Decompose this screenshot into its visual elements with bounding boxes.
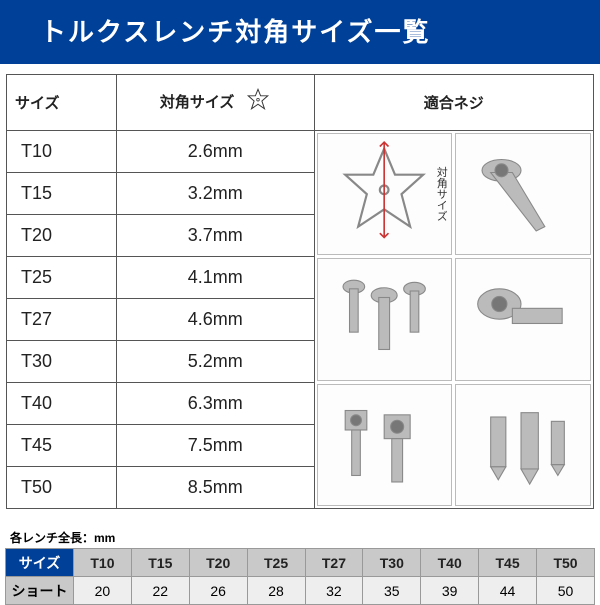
lt-short-val: 28 bbox=[247, 577, 305, 605]
lt-short-val: 26 bbox=[189, 577, 247, 605]
lt-short-header: ショート bbox=[6, 577, 74, 605]
main-row-diag: 6.3mm bbox=[116, 383, 314, 425]
main-row-size: T20 bbox=[7, 215, 117, 257]
lt-col-T30: T30 bbox=[363, 549, 421, 577]
fit-cell: 対角サイズ bbox=[314, 131, 593, 509]
lt-short-val: 32 bbox=[305, 577, 363, 605]
lt-short-val: 39 bbox=[421, 577, 479, 605]
main-th-diag: 対角サイズ bbox=[116, 75, 314, 131]
main-row-diag: 8.5mm bbox=[116, 467, 314, 509]
main-row-diag: 2.6mm bbox=[116, 131, 314, 173]
lt-short-val: 50 bbox=[537, 577, 595, 605]
main-row-size: T10 bbox=[7, 131, 117, 173]
main-row-diag: 3.2mm bbox=[116, 173, 314, 215]
main-row-size: T25 bbox=[7, 257, 117, 299]
main-row-size: T45 bbox=[7, 425, 117, 467]
main-row-diag: 4.1mm bbox=[116, 257, 314, 299]
length-table: サイズ T10T15T20T25T27T30T40T45T50 ショート 202… bbox=[5, 548, 595, 605]
main-row-diag: 3.7mm bbox=[116, 215, 314, 257]
lt-col-T50: T50 bbox=[537, 549, 595, 577]
fit-screw-6 bbox=[455, 384, 591, 506]
main-th-diag-text: 対角サイズ bbox=[160, 93, 235, 110]
lt-col-T27: T27 bbox=[305, 549, 363, 577]
fit-screw-5 bbox=[317, 384, 453, 506]
lt-short-val: 44 bbox=[479, 577, 537, 605]
lt-col-T10: T10 bbox=[74, 549, 132, 577]
page-title: トルクスレンチ対角サイズ一覧 bbox=[0, 0, 600, 64]
lt-short-val: 22 bbox=[131, 577, 189, 605]
fit-screw-1: 対角サイズ bbox=[317, 133, 453, 255]
length-caption: 各レンチ全長：mm bbox=[10, 529, 600, 546]
main-th-fit: 適合ネジ bbox=[314, 75, 593, 131]
lt-short-val: 35 bbox=[363, 577, 421, 605]
main-row-size: T15 bbox=[7, 173, 117, 215]
lt-col-T40: T40 bbox=[421, 549, 479, 577]
lt-col-T25: T25 bbox=[247, 549, 305, 577]
lt-col-T15: T15 bbox=[131, 549, 189, 577]
main-row-size: T50 bbox=[7, 467, 117, 509]
main-row-diag: 4.6mm bbox=[116, 299, 314, 341]
fit-screw-4 bbox=[455, 258, 591, 380]
main-table: サイズ 対角サイズ 適合ネジ T102.6mm 対角サイズ T153.2mmT203… bbox=[6, 74, 594, 509]
lt-short-val: 20 bbox=[74, 577, 132, 605]
main-row-diag: 7.5mm bbox=[116, 425, 314, 467]
lt-col-T45: T45 bbox=[479, 549, 537, 577]
main-row-size: T27 bbox=[7, 299, 117, 341]
torx-outline-icon bbox=[245, 88, 271, 118]
fit-grid: 対角サイズ bbox=[317, 133, 591, 506]
lt-col-T20: T20 bbox=[189, 549, 247, 577]
lt-size-header: サイズ bbox=[6, 549, 74, 577]
main-row-size: T30 bbox=[7, 341, 117, 383]
main-row-diag: 5.2mm bbox=[116, 341, 314, 383]
main-row-size: T40 bbox=[7, 383, 117, 425]
fit-screw-2 bbox=[455, 133, 591, 255]
fit-screw-3 bbox=[317, 258, 453, 380]
diag-vertical-label: 対角サイズ bbox=[433, 167, 449, 222]
main-th-size: サイズ bbox=[7, 75, 117, 131]
